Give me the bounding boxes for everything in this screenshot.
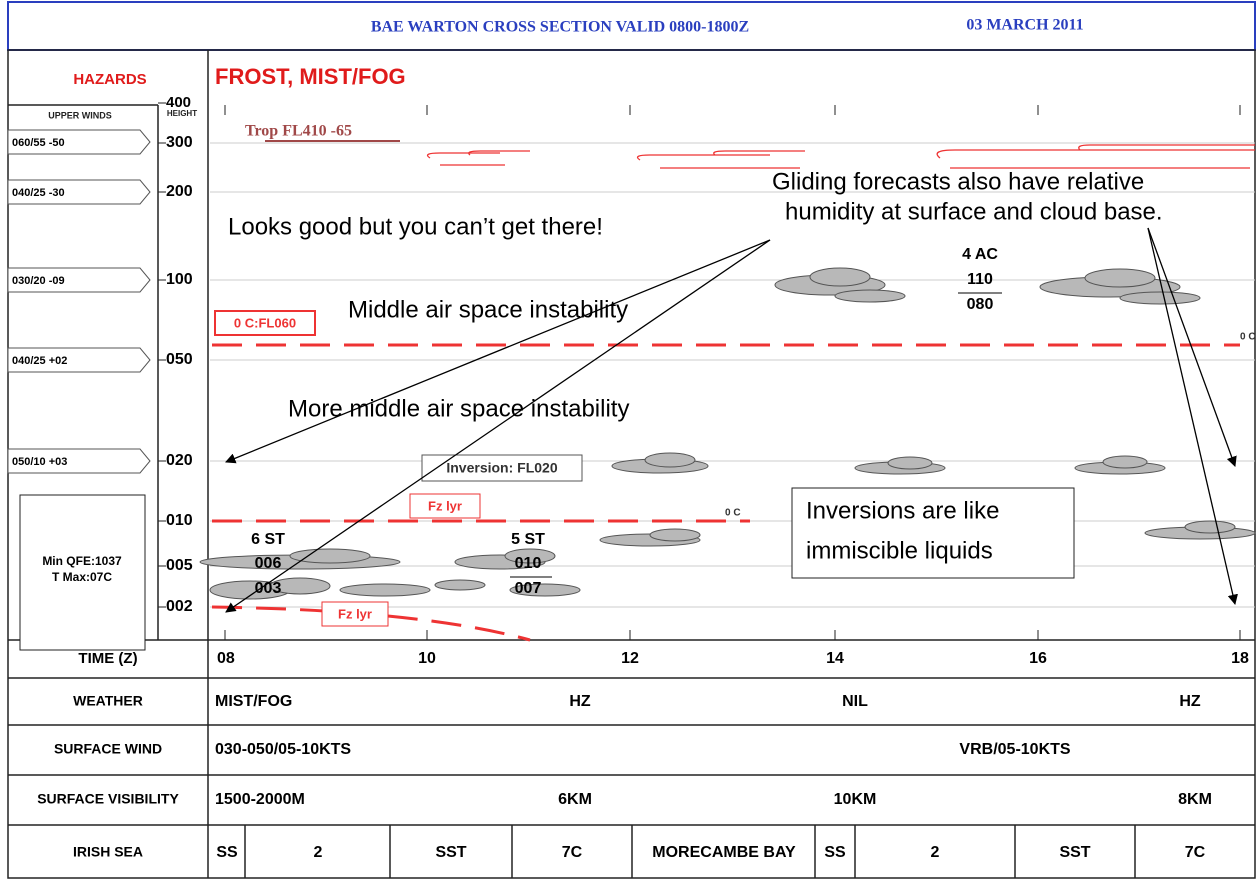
wind-label: 050/10 +03 — [12, 456, 67, 468]
wind-label: 040/25 +02 — [12, 355, 67, 367]
row-header: WEATHER — [73, 693, 143, 709]
time-tick: 08 — [217, 650, 235, 667]
cloud-base: 080 — [967, 296, 994, 313]
annotation: More middle air space instability — [288, 395, 629, 422]
cell: SST — [435, 844, 466, 861]
height-tick: 050 — [166, 351, 193, 368]
cell: 1500-2000M — [215, 791, 305, 808]
time-tick: 10 — [418, 650, 436, 667]
cell: 8KM — [1178, 791, 1212, 808]
cell: 7C — [562, 844, 583, 861]
cell: MIST/FOG — [215, 693, 292, 710]
height-tick: 005 — [166, 557, 193, 574]
upper-winds-label: UPPER WINDS — [48, 110, 112, 120]
height-tick: 020 — [166, 452, 193, 469]
zero-c: 0 C — [1240, 332, 1256, 343]
cloud-type: 6 ST — [251, 531, 285, 548]
hazards-label: HAZARDS — [73, 71, 146, 88]
time-label: TIME (Z) — [78, 650, 137, 667]
height-tick: 100 — [166, 271, 193, 288]
time-tick: 16 — [1029, 650, 1047, 667]
height-tick: 010 — [166, 512, 193, 529]
surface-line: Min QFE:1037 — [42, 554, 122, 568]
cirrus — [428, 145, 1255, 168]
height-tick: 002 — [166, 598, 193, 615]
inversion-label: Inversion: FL020 — [446, 460, 557, 476]
zero-c: 0 C — [725, 508, 741, 519]
cell: VRB/05-10KTS — [959, 741, 1070, 758]
cell: NIL — [842, 693, 868, 710]
annotation: humidity at surface and cloud base. — [785, 198, 1163, 225]
annotation: Gliding forecasts also have relative — [772, 168, 1144, 195]
time-tick: 12 — [621, 650, 639, 667]
annotation: Middle air space instability — [348, 296, 628, 323]
cell: 6KM — [558, 791, 592, 808]
trop-label: Trop FL410 -65 — [245, 123, 352, 140]
cell: 030-050/05-10KTS — [215, 741, 351, 758]
row-header: SURFACE WIND — [54, 741, 162, 757]
header-title: BAE WARTON CROSS SECTION VALID 0800-1800… — [371, 19, 749, 36]
surface-line: T Max:07C — [52, 570, 112, 584]
cell: MORECAMBE BAY — [652, 844, 796, 861]
cell: SST — [1059, 844, 1090, 861]
cloud-base: 007 — [515, 580, 542, 597]
freezing-label: 0 C:FL060 — [234, 315, 296, 330]
cell: 7C — [1185, 844, 1206, 861]
height-tick: 200 — [166, 183, 193, 200]
row-header: SURFACE VISIBILITY — [37, 791, 179, 807]
time-tick: 18 — [1231, 650, 1249, 667]
annotation: Looks good but you can’t get there! — [228, 213, 603, 240]
annotation: Inversions are like — [806, 497, 999, 524]
fz-label: Fz lyr — [428, 498, 462, 513]
height-tick: 300 — [166, 134, 193, 151]
cloud-top: 110 — [967, 271, 993, 288]
cell: 10KM — [834, 791, 877, 808]
wind-label: 060/55 -50 — [12, 137, 65, 149]
row-header: IRISH SEA — [73, 844, 143, 860]
cloud-top: 010 — [515, 555, 542, 572]
time-tick: 14 — [826, 650, 844, 667]
hazards-text: FROST, MIST/FOG — [215, 64, 406, 89]
cloud-type: 4 AC — [962, 246, 998, 263]
cloud-type: 5 ST — [511, 531, 545, 548]
cell: SS — [824, 844, 846, 861]
cell: 2 — [931, 844, 940, 861]
cell: SS — [216, 844, 238, 861]
cloud-top: 006 — [255, 555, 282, 572]
cell: 2 — [314, 844, 323, 861]
cross-section: BAE WARTON CROSS SECTION VALID 0800-1800… — [0, 0, 1259, 882]
header-date: 03 MARCH 2011 — [966, 17, 1083, 34]
cell: HZ — [569, 693, 591, 710]
height-tick: 400 — [166, 94, 191, 111]
fz-label: Fz lyr — [338, 606, 372, 621]
annotation: immiscible liquids — [806, 537, 993, 564]
wind-label: 030/20 -09 — [12, 275, 65, 287]
wind-label: 040/25 -30 — [12, 187, 65, 199]
cell: HZ — [1179, 693, 1201, 710]
